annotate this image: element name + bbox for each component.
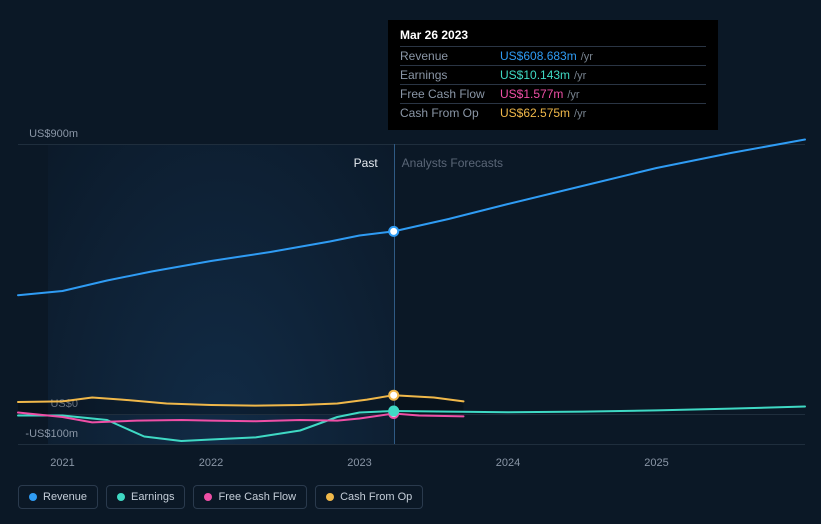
legend-dot-icon [204, 493, 212, 501]
financial-chart: Mar 26 2023 RevenueUS$608.683m/yrEarning… [0, 0, 821, 524]
legend-dot-icon [326, 493, 334, 501]
series-revenue [18, 140, 805, 296]
legend-item[interactable]: Free Cash Flow [193, 485, 307, 509]
chart-legend: Revenue Earnings Free Cash Flow Cash From O… [18, 485, 423, 509]
legend-item[interactable]: Cash From Op [315, 485, 423, 509]
legend-dot-icon [29, 493, 37, 501]
legend-label: Cash From Op [340, 491, 412, 503]
legend-label: Revenue [43, 491, 87, 503]
legend-label: Free Cash Flow [218, 491, 296, 503]
legend-dot-icon [117, 493, 125, 501]
marker-earnings [389, 407, 398, 416]
plot-svg [0, 0, 821, 524]
marker-revenue [389, 227, 398, 236]
marker-cfo [389, 391, 398, 400]
legend-item[interactable]: Earnings [106, 485, 185, 509]
legend-label: Earnings [131, 491, 174, 503]
legend-item[interactable]: Revenue [18, 485, 98, 509]
